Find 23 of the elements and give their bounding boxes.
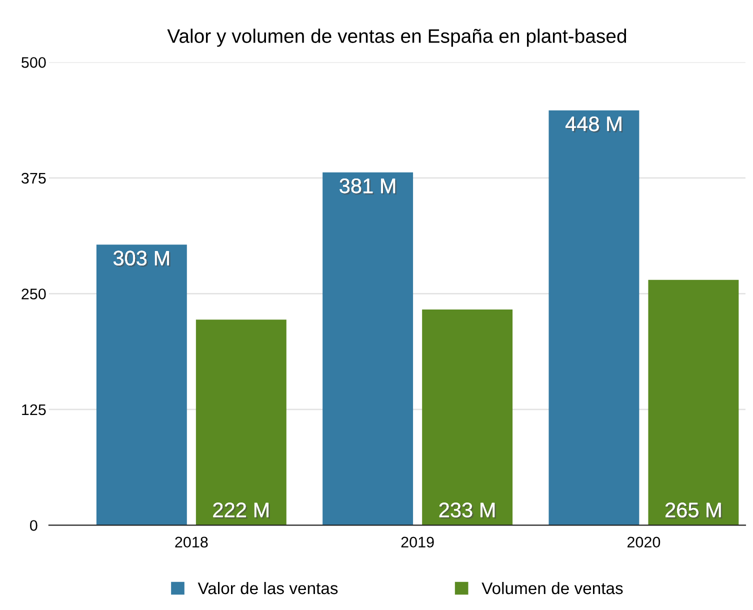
data-label: 222 M xyxy=(213,502,270,519)
data-label: 448 M xyxy=(565,116,623,133)
bar xyxy=(648,280,739,526)
legend-label: Valor de las ventas xyxy=(198,582,338,594)
data-label: 381 M xyxy=(340,178,396,195)
y-tick-label: 125 xyxy=(22,404,46,416)
data-label: 265 M xyxy=(666,502,722,519)
y-tick-label: 0 xyxy=(30,520,38,531)
x-tick-label: 2020 xyxy=(627,536,660,548)
y-tick-label: 375 xyxy=(22,172,46,184)
x-tick-label: 2019 xyxy=(401,536,434,548)
bar xyxy=(548,110,640,526)
x-tick-label: 2018 xyxy=(175,536,208,548)
y-tick-label: 250 xyxy=(22,288,46,300)
bar xyxy=(322,172,414,526)
bar xyxy=(196,320,286,526)
chart-title: Valor y volumen de ventas en España en plant-based xyxy=(167,28,626,47)
bar xyxy=(422,309,513,526)
data-label: 303 M xyxy=(114,250,170,267)
data-label: 233 M xyxy=(439,502,496,519)
y-tick-label: 500 xyxy=(22,57,46,68)
bar xyxy=(96,244,187,526)
legend-label: Volumen de ventas xyxy=(482,582,623,594)
